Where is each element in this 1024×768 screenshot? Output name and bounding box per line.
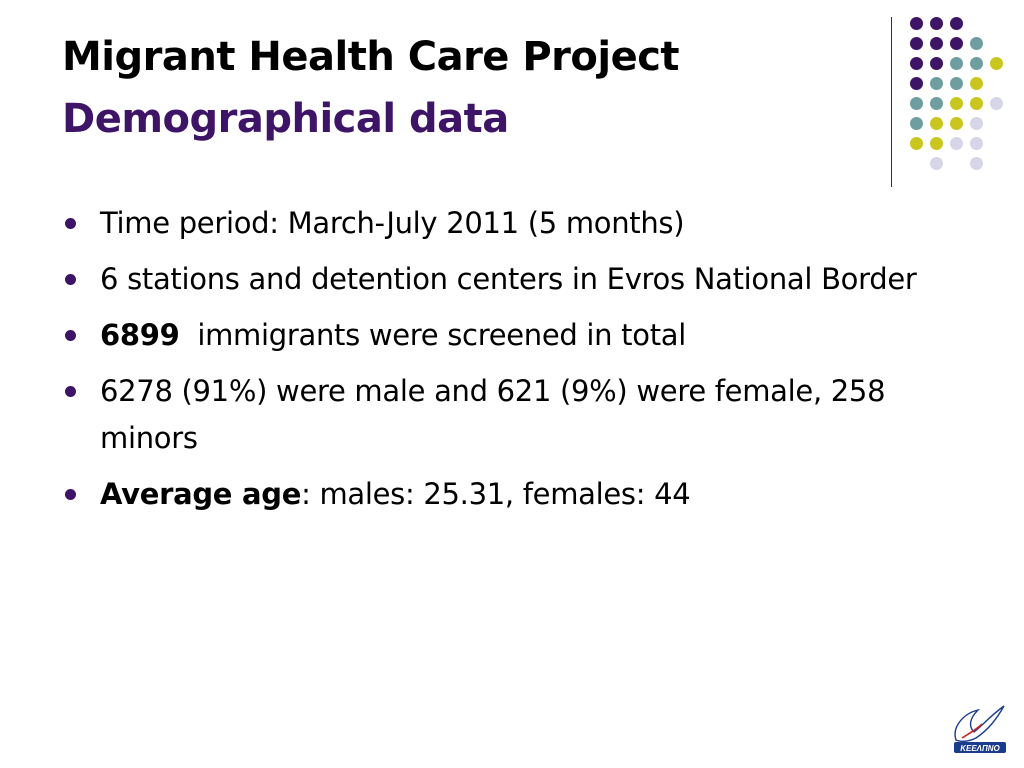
slide-title-block: Migrant Health Care Project Demographica… [62,26,862,150]
decorative-dot [910,117,923,130]
decorative-dot [930,37,943,50]
decorative-dot [930,57,943,70]
bullet-dot-icon [65,330,76,341]
decorative-dot [930,97,943,110]
decorative-dot [930,157,943,170]
decorative-dot [970,37,983,50]
bullet-dot-icon [65,489,76,500]
bullet-dot-icon [65,274,76,285]
decorative-dot [970,97,983,110]
decorative-dot [910,57,923,70]
bullet-dot-icon [65,386,76,397]
bullet-bold-text: 6899 [100,318,180,352]
logo-text: ΚΕΕΛΠΝΟ [960,744,1000,753]
decorative-dot [910,17,923,30]
decorative-dot [990,97,1003,110]
decorative-dot [950,137,963,150]
decorative-dot [970,117,983,130]
bullet-text: 6 stations and detention centers in Evro… [100,262,917,296]
decorative-dot [970,77,983,90]
decorative-dot [990,57,1003,70]
decorative-dot [930,137,943,150]
decorative-dot [910,97,923,110]
decorative-dot [930,17,943,30]
decorative-dot [950,117,963,130]
bullet-item: 6899 immigrants were screened in total [62,312,922,359]
decorative-dot [930,77,943,90]
divider-line [891,17,892,187]
bullet-dot-icon [65,218,76,229]
bullet-text: : males: 25.31, females: 44 [301,477,691,511]
bullet-bold-text: Average age [100,477,302,511]
decorative-dot [950,77,963,90]
decorative-dot [910,137,923,150]
bullet-item: 6278 (91%) were male and 621 (9%) were f… [62,368,922,462]
decorative-dot [970,137,983,150]
bullet-text: Time period: March-July 2011 (5 months) [100,206,685,240]
decorative-dot [910,77,923,90]
organization-logo-icon: ΚΕΕΛΠΝΟ [954,705,1006,753]
slide-title: Migrant Health Care Project [62,34,680,80]
decorative-dot [970,57,983,70]
decorative-dot [910,37,923,50]
bullet-text: immigrants were screened in total [179,318,686,352]
decorative-dot [950,97,963,110]
bullet-item: Time period: March-July 2011 (5 months) [62,200,922,247]
bullet-item: Average age: males: 25.31, females: 44 [62,471,922,518]
bullet-list: Time period: March-July 2011 (5 months) … [62,200,922,527]
decorative-dot [950,57,963,70]
slide-subtitle: Demographical data [62,96,509,142]
bullet-item: 6 stations and detention centers in Evro… [62,256,922,303]
decorative-dot [930,117,943,130]
decorative-dot [950,37,963,50]
bullet-text: 6278 (91%) were male and 621 (9%) were f… [100,374,886,455]
decorative-dot [950,17,963,30]
decorative-dot [970,157,983,170]
decorative-dot-grid [905,15,1015,170]
